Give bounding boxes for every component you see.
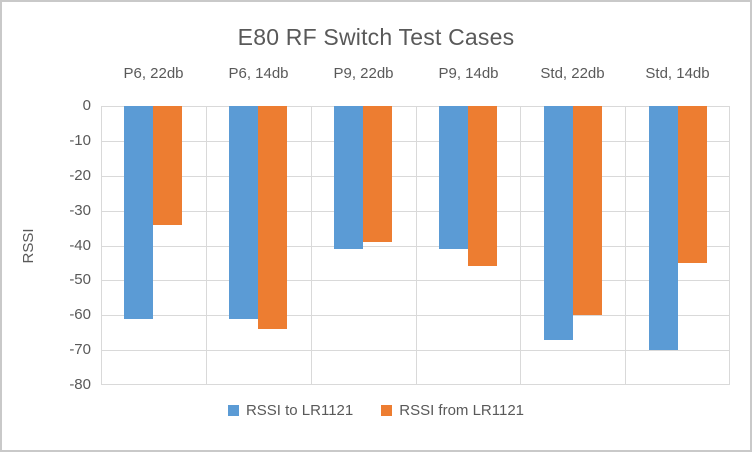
- category-label: Std, 22db: [540, 65, 605, 82]
- legend-item: RSSI to LR1121: [227, 402, 354, 419]
- bar-series1-cat5: [678, 106, 707, 263]
- y-tick-label: -60: [69, 306, 91, 323]
- category-label: P9, 14db: [438, 65, 499, 82]
- v-gridline: [101, 106, 102, 385]
- plot-area: [101, 106, 730, 385]
- legend-swatch: [381, 405, 393, 416]
- v-gridline: [311, 106, 312, 385]
- h-gridline: [101, 141, 730, 142]
- bar-series0-cat4: [544, 106, 573, 340]
- legend-label: RSSI to LR1121: [245, 402, 354, 419]
- v-gridline: [206, 106, 207, 385]
- y-tick-label: -20: [69, 167, 91, 184]
- y-tick-label: -10: [69, 132, 91, 149]
- v-gridline: [416, 106, 417, 385]
- h-gridline: [101, 106, 730, 107]
- chart-title: E80 RF Switch Test Cases: [237, 24, 515, 50]
- h-gridline: [101, 176, 730, 177]
- bar-series0-cat2: [334, 106, 363, 249]
- y-tick-label: -50: [69, 271, 91, 288]
- h-gridline: [101, 350, 730, 351]
- bar-series1-cat2: [363, 106, 392, 242]
- bar-series1-cat1: [258, 106, 287, 329]
- h-gridline: [101, 384, 730, 385]
- y-tick-label: -40: [69, 237, 91, 254]
- v-gridline: [729, 106, 730, 385]
- category-label: P9, 22db: [333, 65, 394, 82]
- h-gridline: [101, 246, 730, 247]
- legend-item: RSSI from LR1121: [381, 402, 524, 419]
- category-label: Std, 14db: [645, 65, 710, 82]
- v-gridline: [520, 106, 521, 385]
- legend: RSSI to LR1121 RSSI from LR1121: [2, 402, 750, 419]
- bar-series1-cat3: [468, 106, 497, 266]
- y-tick-label: -80: [69, 376, 91, 393]
- h-gridline: [101, 280, 730, 281]
- bar-series0-cat5: [649, 106, 678, 350]
- y-tick-label: -30: [69, 202, 91, 219]
- v-gridline: [625, 106, 626, 385]
- bar-series0-cat0: [124, 106, 153, 319]
- bar-series0-cat3: [439, 106, 468, 249]
- h-gridline: [101, 315, 730, 316]
- category-label: P6, 22db: [123, 65, 184, 82]
- bar-series1-cat0: [153, 106, 182, 225]
- category-label: P6, 14db: [228, 65, 289, 82]
- bar-series1-cat4: [573, 106, 602, 315]
- legend-label: RSSI from LR1121: [399, 402, 525, 419]
- bar-series0-cat1: [229, 106, 258, 319]
- h-gridline: [101, 211, 730, 212]
- y-tick-label: -70: [69, 341, 91, 358]
- legend-swatch: [227, 405, 239, 416]
- y-tick-label: 0: [82, 97, 91, 114]
